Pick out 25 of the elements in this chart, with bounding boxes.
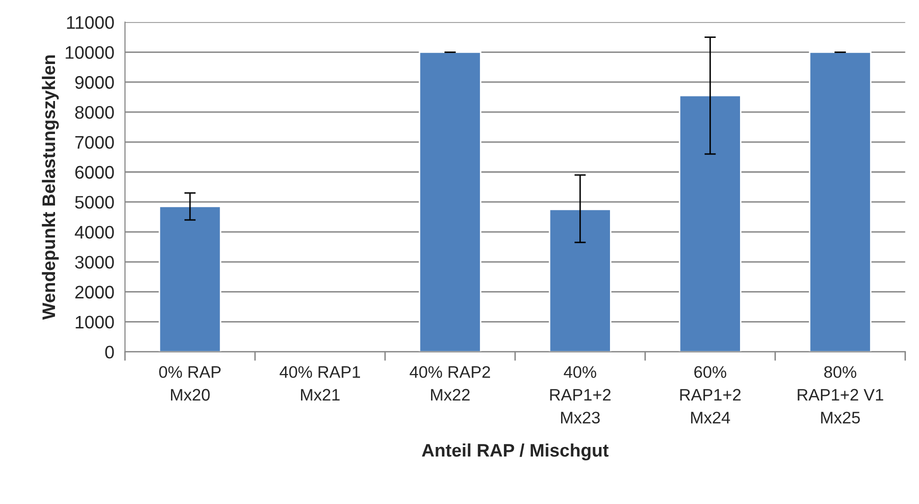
bar	[678, 94, 742, 352]
y-tick-label: 9000	[75, 76, 114, 89]
y-tick-label: 0	[105, 346, 114, 359]
bar	[158, 206, 222, 352]
y-tick-label: 5000	[75, 196, 114, 209]
y-tick-label: 3000	[75, 256, 114, 269]
x-tick-label: 0% RAP Mx20	[159, 366, 221, 401]
x-tick-label: 40% RAP2 Mx22	[410, 366, 490, 401]
x-tick-label: 40% RAP1 Mx21	[280, 366, 360, 401]
y-tick-label: 8000	[75, 106, 114, 119]
y-tick-label: 10000	[66, 46, 114, 59]
x-axis-title: Anteil RAP / Mischgut	[422, 443, 609, 460]
x-tick-label: 60% RAP1+2 Mx24	[680, 366, 741, 424]
bar	[548, 208, 612, 352]
bar	[808, 51, 872, 352]
x-tick-label: 40% RAP1+2 Mx23	[550, 366, 611, 424]
y-axis-title: Wendepunkt Belastungszyklen	[42, 55, 59, 320]
y-tick-label: 7000	[75, 136, 114, 149]
y-tick-label: 6000	[75, 166, 114, 179]
y-tick-label: 4000	[74, 226, 114, 239]
y-tick-label: 1000	[76, 316, 114, 329]
y-tick-label: 11000	[67, 16, 114, 29]
y-tick-label: 2000	[75, 286, 114, 299]
x-tick-label: 80% RAP1+2 V1 Mx25	[798, 366, 884, 424]
bar	[418, 51, 482, 352]
